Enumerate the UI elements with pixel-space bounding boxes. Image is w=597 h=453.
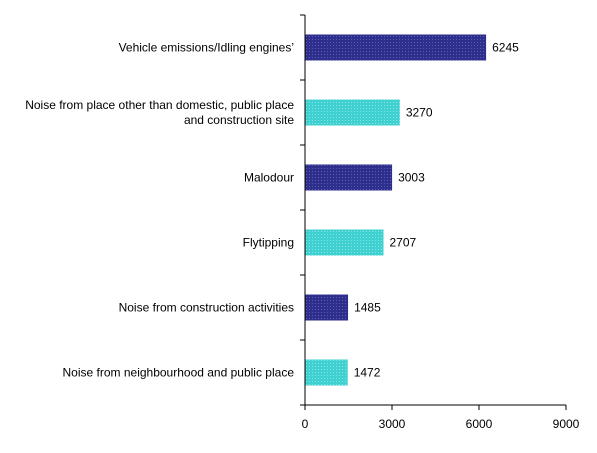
category-label-5: Noise from neighbourhood and public plac… xyxy=(63,366,295,380)
bars-group xyxy=(305,34,487,386)
value-label-4: 1485 xyxy=(354,301,381,315)
value-labels: 6245 3270 3003 2707 1485 1472 xyxy=(354,41,519,380)
value-label-0: 6245 xyxy=(492,41,519,55)
bar-3 xyxy=(305,229,384,256)
category-label-2: Malodour xyxy=(244,171,294,185)
x-tick-label-3: 9000 xyxy=(553,417,580,431)
x-tick-label-0: 0 xyxy=(302,417,309,431)
bar-2 xyxy=(305,164,393,191)
bar-1 xyxy=(305,99,400,126)
axes: 0 3000 6000 9000 xyxy=(300,14,580,431)
category-label-1: Noise from place other than domestic, pu… xyxy=(25,98,294,127)
value-label-1: 3270 xyxy=(406,106,433,120)
category-label-4: Noise from construction activities xyxy=(119,301,294,315)
category-labels: Vehicle emissions/Idling engines’ Noise f… xyxy=(25,41,294,380)
category-label-3: Flytipping xyxy=(243,236,294,250)
value-label-3: 2707 xyxy=(390,236,417,250)
x-tick-label-2: 6000 xyxy=(466,417,493,431)
category-label-0: Vehicle emissions/Idling engines’ xyxy=(119,41,294,55)
bar-5 xyxy=(305,359,348,386)
bar-0 xyxy=(305,34,487,61)
x-tick-label-1: 3000 xyxy=(379,417,406,431)
value-label-5: 1472 xyxy=(354,366,381,380)
bar-4 xyxy=(305,294,349,321)
value-label-2: 3003 xyxy=(398,171,425,185)
